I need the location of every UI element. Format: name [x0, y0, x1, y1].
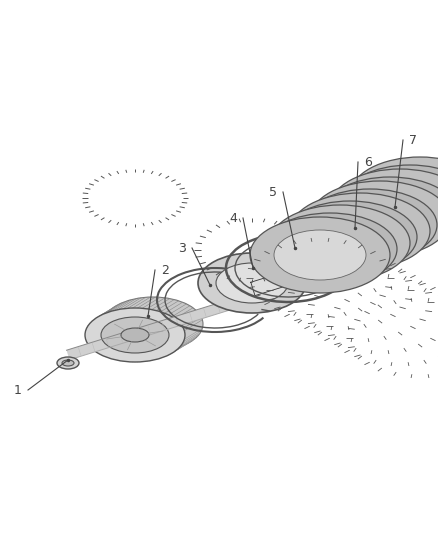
Ellipse shape	[294, 218, 386, 268]
Ellipse shape	[216, 263, 288, 303]
Ellipse shape	[270, 205, 410, 281]
Ellipse shape	[263, 213, 397, 285]
Ellipse shape	[323, 177, 438, 249]
Ellipse shape	[286, 225, 374, 273]
Ellipse shape	[57, 357, 79, 369]
Ellipse shape	[346, 189, 434, 237]
Ellipse shape	[121, 328, 149, 342]
Text: 7: 7	[409, 133, 417, 147]
Ellipse shape	[274, 230, 366, 280]
Polygon shape	[251, 270, 293, 296]
Ellipse shape	[334, 194, 426, 244]
Text: 5: 5	[269, 185, 277, 198]
Text: 6: 6	[364, 156, 372, 168]
Ellipse shape	[330, 169, 438, 245]
Ellipse shape	[303, 189, 437, 261]
Ellipse shape	[366, 177, 438, 225]
Text: 3: 3	[178, 241, 186, 254]
Ellipse shape	[306, 213, 394, 261]
Text: 1: 1	[14, 384, 22, 397]
Ellipse shape	[101, 317, 169, 353]
Ellipse shape	[250, 217, 390, 293]
Ellipse shape	[354, 182, 438, 232]
Ellipse shape	[374, 170, 438, 220]
Ellipse shape	[326, 201, 414, 249]
Ellipse shape	[290, 193, 430, 269]
Ellipse shape	[314, 206, 406, 256]
Text: 4: 4	[229, 212, 237, 224]
Ellipse shape	[310, 181, 438, 257]
Ellipse shape	[198, 253, 306, 313]
Ellipse shape	[85, 308, 185, 362]
Ellipse shape	[62, 360, 74, 366]
Ellipse shape	[103, 297, 203, 351]
Polygon shape	[67, 278, 301, 360]
Ellipse shape	[343, 165, 438, 237]
Text: 2: 2	[161, 263, 169, 277]
Ellipse shape	[350, 157, 438, 233]
Ellipse shape	[283, 201, 417, 273]
